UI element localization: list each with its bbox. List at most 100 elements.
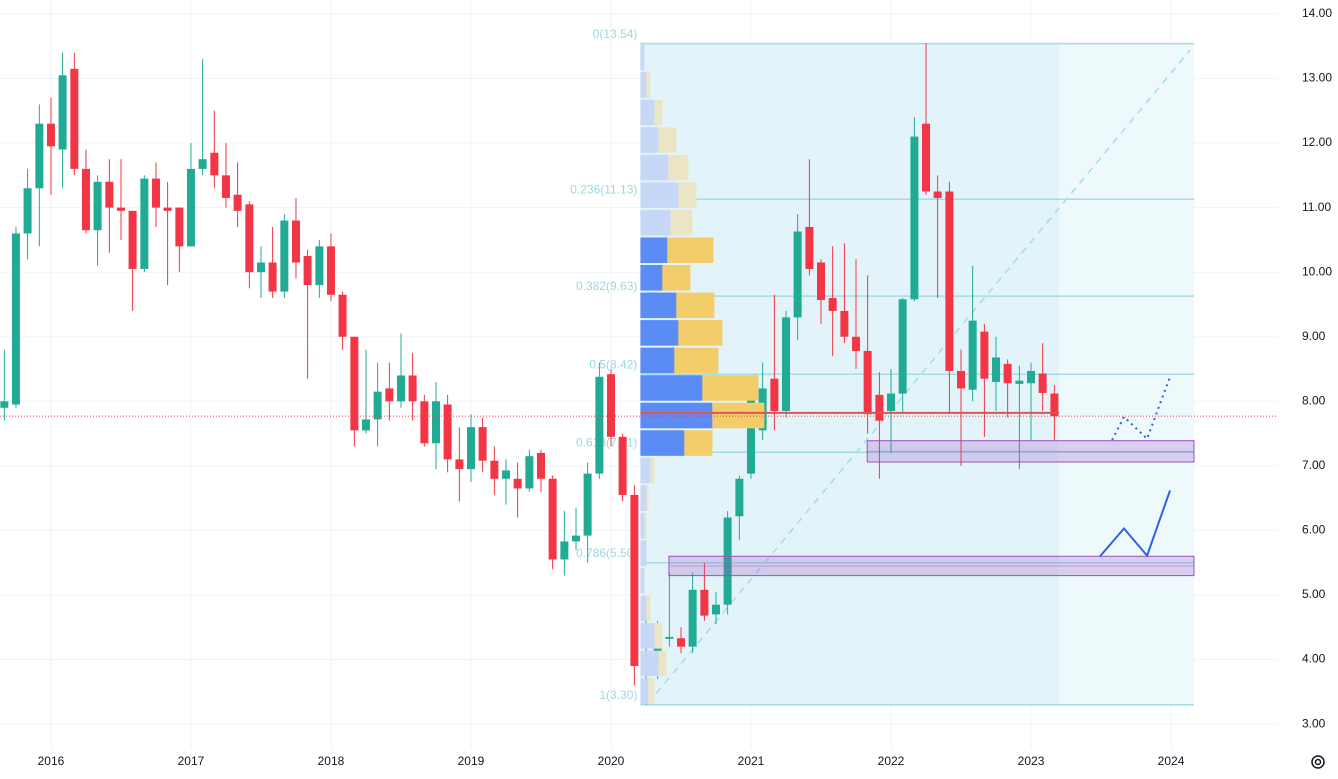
volume-up: [640, 209, 671, 236]
fib-label: 0.618(7.21): [576, 435, 637, 449]
x-tick-label: 2017: [178, 754, 205, 768]
candle-body: [677, 638, 686, 647]
x-tick-label: 2018: [318, 754, 345, 768]
candle-body: [128, 210, 137, 269]
candle-body: [863, 350, 872, 415]
candle-body: [1038, 373, 1047, 393]
candle-body: [116, 207, 125, 211]
volume-down: [654, 623, 663, 649]
x-tick-label: 2019: [458, 754, 485, 768]
y-tick-label: 7.00: [1302, 458, 1326, 472]
fib-label: 0.786(5.50): [576, 546, 637, 560]
volume-up: [640, 375, 703, 401]
volume-down: [676, 292, 715, 319]
settings-icon[interactable]: [1311, 755, 1325, 769]
candle-body: [221, 175, 230, 198]
candle-body: [968, 320, 977, 390]
y-tick-label: 13.00: [1302, 71, 1332, 85]
volume-up: [640, 292, 677, 319]
volume-up: [640, 678, 649, 704]
candle-body: [163, 207, 172, 211]
volume-down: [670, 209, 693, 236]
candle-body: [186, 168, 195, 247]
zone-box: [866, 440, 1195, 463]
candle-body: [1027, 370, 1036, 384]
y-tick-label: 9.00: [1302, 329, 1326, 343]
candle-body: [922, 123, 931, 192]
candle-body: [910, 136, 919, 300]
x-tick-label: 2020: [598, 754, 625, 768]
volume-down: [662, 265, 691, 291]
volume-down: [702, 375, 759, 401]
volume-down: [674, 347, 719, 374]
volume-down: [646, 72, 651, 98]
candle-body: [338, 294, 347, 337]
volume-up: [640, 540, 647, 567]
candle-body: [840, 310, 849, 337]
volume-down: [667, 237, 714, 264]
candle-body: [326, 246, 335, 295]
candle-body: [315, 246, 324, 286]
volume-up: [640, 485, 647, 511]
candle-body: [852, 336, 861, 351]
projection: [1111, 376, 1171, 441]
candle-body: [268, 262, 277, 292]
candle-body: [420, 401, 429, 444]
candle-body: [770, 378, 779, 411]
candle-body: [431, 401, 440, 444]
volume-up: [640, 44, 645, 71]
volume-up: [640, 430, 685, 456]
x-tick-label: 2022: [878, 754, 905, 768]
y-tick-label: 5.00: [1302, 587, 1326, 601]
candle-body: [291, 220, 300, 263]
candle-body: [245, 204, 254, 273]
volume-up: [640, 568, 645, 594]
candle-body: [992, 357, 1001, 382]
candle-body: [793, 231, 802, 318]
candle-body: [957, 370, 966, 389]
candle-body: [198, 159, 207, 169]
zone-box: [668, 555, 1195, 577]
volume-up: [640, 457, 651, 484]
volume-up: [640, 99, 655, 126]
candle-body: [455, 459, 464, 470]
volume-down: [678, 182, 697, 208]
candle-body: [140, 178, 149, 269]
candle-body: [81, 168, 90, 231]
candle-body: [513, 478, 522, 489]
candle-body: [898, 299, 907, 394]
candle-body: [887, 393, 896, 411]
fib-label: 1(3.30): [599, 688, 637, 702]
candle-body: [595, 376, 604, 474]
volume-down: [650, 457, 655, 484]
fib-label: 0.5(8.42): [589, 357, 637, 371]
candle-body: [828, 298, 837, 311]
candle-body: [525, 456, 534, 489]
y-tick-label: 11.00: [1302, 200, 1331, 214]
volume-down: [646, 485, 649, 511]
volume-down: [712, 402, 765, 429]
candle-body: [11, 233, 20, 405]
candle-body: [408, 375, 417, 402]
candle-body: [501, 470, 510, 479]
candle-body: [303, 256, 312, 286]
gear-hub: [1314, 758, 1322, 766]
fib-label: 0.236(11.13): [570, 182, 637, 196]
candle-body: [1050, 393, 1059, 417]
volume-up: [640, 623, 655, 649]
candle-body: [35, 123, 44, 189]
volume-up: [640, 127, 659, 153]
volume-up: [640, 265, 663, 291]
x-tick-label: 2021: [738, 754, 765, 768]
y-tick-label: 12.00: [1302, 135, 1332, 149]
volume-up: [640, 595, 647, 622]
x-tick-label: 2016: [38, 754, 65, 768]
candle-body: [980, 331, 989, 379]
volume-down: [644, 512, 647, 539]
candle-body: [46, 123, 55, 147]
candle-body: [385, 388, 394, 402]
candle-body: [560, 541, 569, 560]
candle-body: [723, 517, 732, 605]
candle-body: [805, 226, 814, 269]
fib-label: 0.382(9.63): [576, 279, 637, 293]
